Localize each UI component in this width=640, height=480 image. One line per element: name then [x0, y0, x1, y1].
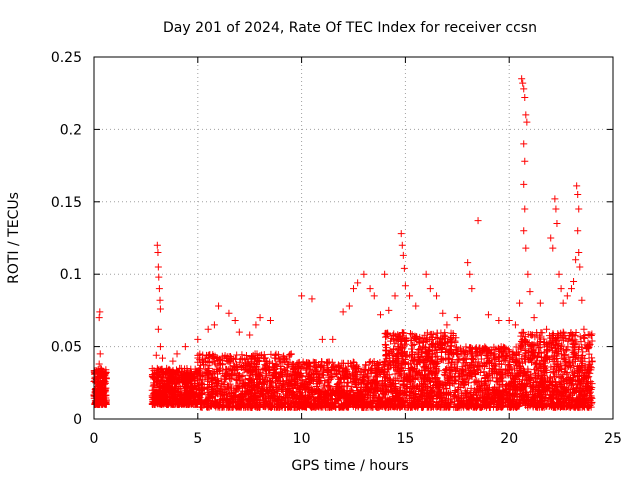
data-point: [165, 375, 173, 383]
data-point: [261, 361, 269, 369]
data-point: [199, 380, 207, 388]
data-point: [230, 355, 238, 363]
data-point: [164, 396, 172, 404]
data-point: [205, 391, 213, 399]
data-point: [149, 399, 157, 407]
data-point: [94, 374, 102, 382]
data-point: [97, 393, 105, 401]
data-point: [208, 375, 216, 383]
data-points: [90, 75, 596, 411]
data-point: [152, 399, 160, 407]
data-point: [263, 376, 271, 384]
data-point: [189, 374, 197, 382]
data-point: [233, 376, 241, 384]
data-point: [433, 329, 441, 337]
data-point: [213, 389, 221, 397]
data-point: [409, 341, 417, 349]
data-point: [99, 397, 107, 405]
data-point: [204, 377, 212, 385]
data-point: [187, 370, 195, 378]
data-point: [183, 364, 191, 372]
data-point: [242, 352, 250, 360]
data-point: [182, 378, 190, 386]
data-point: [155, 366, 163, 374]
data-point: [187, 392, 195, 400]
data-point: [99, 367, 107, 375]
data-point: [171, 370, 179, 378]
data-point: [284, 369, 292, 377]
data-point: [149, 382, 157, 390]
data-point: [442, 367, 450, 375]
data-point: [180, 396, 188, 404]
data-point: [219, 360, 227, 368]
data-point: [100, 399, 108, 407]
data-point: [175, 376, 183, 384]
data-point: [198, 389, 206, 397]
data-point: [576, 333, 584, 341]
data-point: [181, 393, 189, 401]
data-point: [158, 397, 166, 405]
data-point: [180, 370, 188, 378]
data-point: [190, 401, 198, 409]
data-point: [210, 354, 218, 362]
data-point: [160, 390, 168, 398]
data-point: [518, 328, 526, 336]
data-point: [183, 379, 191, 387]
data-point: [151, 386, 159, 394]
data-point: [237, 372, 245, 380]
data-point: [167, 393, 175, 401]
data-point: [169, 389, 177, 397]
data-point: [100, 378, 108, 386]
data-point: [260, 378, 268, 386]
data-point: [324, 358, 332, 366]
data-point: [155, 392, 163, 400]
data-point: [102, 368, 110, 376]
data-point: [169, 400, 177, 408]
data-point: [259, 379, 267, 387]
data-point: [265, 366, 273, 374]
data-point: [153, 377, 161, 385]
data-point: [325, 382, 333, 390]
data-point: [101, 391, 109, 399]
data-point: [205, 364, 213, 372]
data-point: [214, 390, 222, 398]
data-point: [259, 401, 267, 409]
data-point: [273, 360, 281, 368]
data-point: [232, 375, 240, 383]
data-point: [587, 332, 595, 340]
data-point: [195, 391, 203, 399]
data-point: [157, 373, 165, 381]
data-point: [196, 350, 204, 358]
data-point: [170, 374, 178, 382]
data-point: [158, 385, 166, 393]
data-point: [180, 371, 188, 379]
data-point: [185, 386, 193, 394]
data-point: [267, 350, 275, 358]
data-point: [172, 380, 180, 388]
data-point: [165, 382, 173, 390]
data-point: [163, 395, 171, 403]
data-point: [166, 368, 174, 376]
chart-title: Day 201 of 2024, Rate Of TEC Index for r…: [163, 20, 537, 36]
